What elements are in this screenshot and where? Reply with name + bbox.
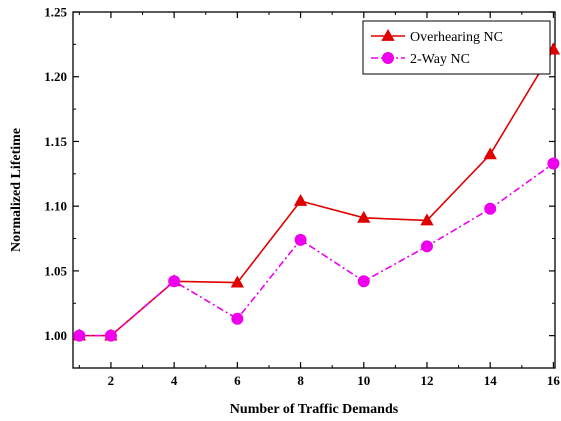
data-point (357, 275, 370, 288)
y-tick-label: 1.05 (44, 263, 67, 278)
y-tick-label: 1.25 (44, 5, 67, 20)
series-2 (73, 157, 560, 342)
data-point (420, 213, 434, 226)
series-layer (72, 42, 561, 342)
legend-label: 2-Way NC (410, 52, 470, 67)
data-point (294, 233, 307, 246)
data-point (230, 275, 245, 288)
data-point (547, 157, 560, 170)
x-tick-label: 6 (234, 373, 241, 388)
plot-frame (72, 11, 556, 369)
legend-marker (381, 29, 395, 41)
legend-box (362, 20, 551, 75)
x-tick-label: 14 (484, 373, 498, 388)
y-axis-title: Normalized Lifetime (9, 128, 24, 252)
series-line (79, 162, 554, 337)
x-tick-label: 12 (420, 373, 433, 388)
series-line (79, 49, 555, 337)
legend-label: Overhearing NC (410, 30, 503, 45)
x-tick-label: 16 (547, 373, 561, 388)
data-point (420, 240, 433, 253)
data-point (104, 329, 117, 342)
data-point (73, 329, 86, 342)
x-tick-label: 8 (297, 373, 304, 388)
data-point (231, 312, 244, 325)
data-point (168, 275, 181, 288)
x-axis-title: Number of Traffic Demands (230, 402, 399, 417)
x-tick-label: 10 (357, 373, 370, 388)
data-point (293, 194, 308, 206)
y-axis: 1.00 1.05 1.10 1.15 1.20 1.25 (44, 5, 555, 343)
y-tick-label: 1.10 (44, 199, 67, 214)
series-1 (72, 42, 561, 341)
legend: Overhearing NC 2-Way NC (362, 20, 551, 75)
x-axis: 2 4 6 8 10 12 14 16 (78, 12, 561, 388)
data-point (357, 210, 371, 223)
legend-marker (382, 52, 394, 64)
data-point (483, 147, 497, 160)
x-tick-label: 4 (171, 373, 178, 388)
x-tick-label: 2 (108, 373, 115, 388)
y-tick-label: 1.15 (44, 134, 67, 149)
y-tick-label: 1.20 (44, 69, 67, 84)
y-tick-label: 1.00 (44, 328, 67, 343)
data-point (484, 202, 497, 215)
